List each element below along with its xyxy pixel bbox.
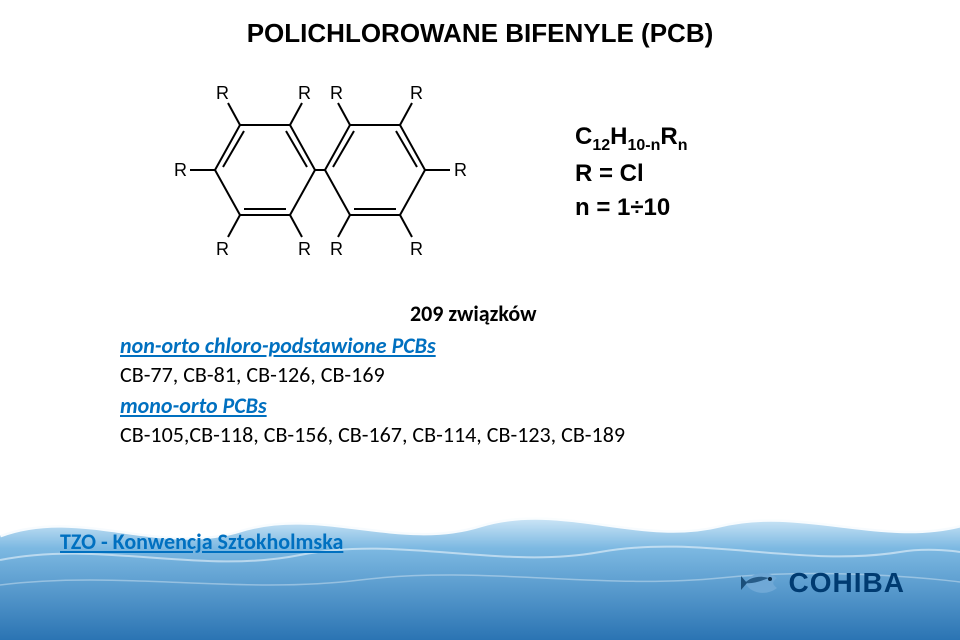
r-label: R <box>410 239 423 259</box>
r-label: R <box>454 160 467 180</box>
group-head-monoorto: mono-orto PCBs <box>120 392 625 419</box>
group-members-monoorto: CB-105,CB-118, CB-156, CB-167, CB-114, C… <box>120 421 625 448</box>
formula-line-3: n = 1÷10 <box>575 191 688 225</box>
slide: POLICHLOROWANE BIFENYLE (PCB) <box>0 0 960 640</box>
fish-icon <box>739 566 783 600</box>
chemical-formula: C12H10-nRn R = Cl n = 1÷10 <box>575 120 688 224</box>
group-members-nonorto: CB-77, CB-81, CB-126, CB-169 <box>120 361 625 388</box>
molecule-diagram: R R R R R R R R R R <box>160 75 480 265</box>
footer-link[interactable]: TZO - Konwencja Sztokholmska <box>60 528 343 555</box>
r-label: R <box>410 83 423 103</box>
r-label: R <box>298 239 311 259</box>
r-label: R <box>216 83 229 103</box>
group-head-nonorto: non-orto chloro-podstawione PCBs <box>120 332 625 359</box>
water-background <box>0 490 960 640</box>
congener-groups: non-orto chloro-podstawione PCBs CB-77, … <box>120 300 625 448</box>
logo-text: COHIBA <box>789 567 905 599</box>
formula-line-1: C12H10-nRn <box>575 120 688 157</box>
cohiba-logo: COHIBA <box>739 566 905 600</box>
r-label: R <box>330 83 343 103</box>
r-label: R <box>330 239 343 259</box>
r-label: R <box>298 83 311 103</box>
formula-line-2: R = Cl <box>575 157 688 191</box>
r-label: R <box>216 239 229 259</box>
page-title: POLICHLOROWANE BIFENYLE (PCB) <box>0 18 960 49</box>
r-label: R <box>174 160 187 180</box>
